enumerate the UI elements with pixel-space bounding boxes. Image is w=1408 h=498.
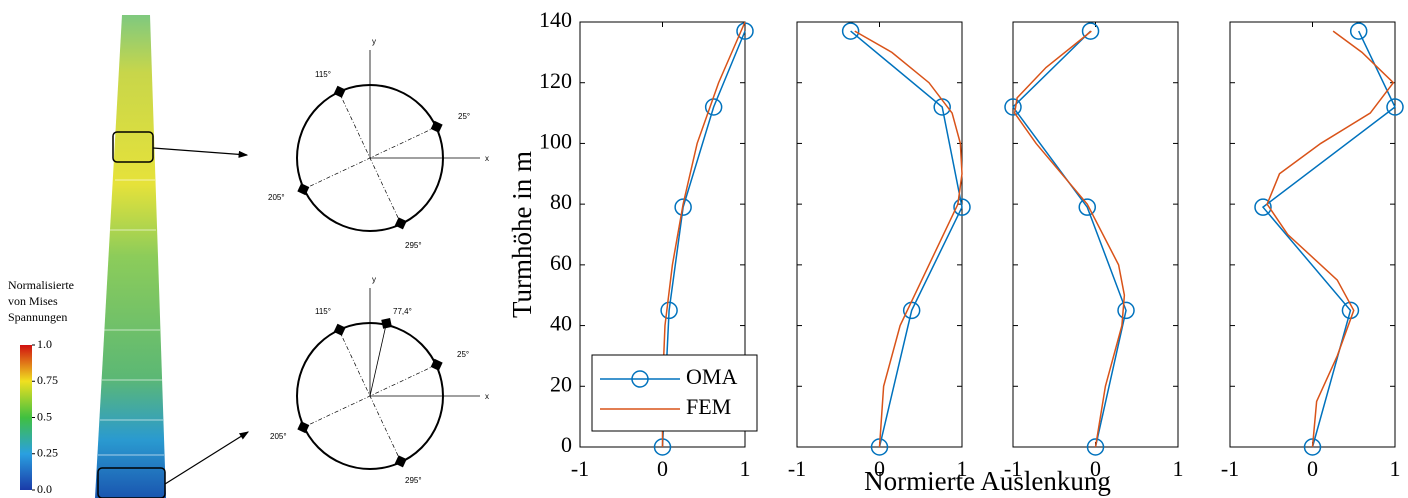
sensor xyxy=(431,359,443,371)
arrow xyxy=(153,148,247,155)
x-tick-label: -1 xyxy=(1004,456,1022,481)
colorbar-title: von Mises xyxy=(8,294,58,308)
sensor xyxy=(395,217,407,229)
x-tick-label: 1 xyxy=(1390,456,1401,481)
colorbar-tick-label: 0.25 xyxy=(37,446,58,460)
angle-label: 115° xyxy=(315,70,331,79)
x-tick-label: 0 xyxy=(657,456,668,481)
angle-label: 115° xyxy=(315,307,331,316)
colorbar-scale xyxy=(20,345,32,490)
sensor xyxy=(334,86,346,98)
angle-label: 205° xyxy=(268,193,285,202)
section-diagram: y x 115° 77,4° 25° 205° 295° xyxy=(270,275,489,485)
sensor xyxy=(381,318,392,329)
colorbar: Normalisierte von Mises Spannungen 1.0 0.75 0… xyxy=(8,278,74,496)
y-tick-label: 40 xyxy=(550,311,572,336)
sensor xyxy=(297,421,309,433)
colorbar-tick-label: 1.0 xyxy=(37,337,52,351)
y-tick-label: 0 xyxy=(561,432,572,457)
plot-frame xyxy=(797,22,962,447)
y-tick-label: 80 xyxy=(550,189,572,214)
chart-panel: -1 0 1 xyxy=(1221,22,1403,481)
axis-label: y xyxy=(372,275,376,284)
axis xyxy=(370,325,386,396)
angle-label: 25° xyxy=(457,350,469,359)
colorbar-title: Spannungen xyxy=(8,310,67,324)
chart-panel: -1 0 1 xyxy=(1004,22,1184,481)
legend-label: OMA xyxy=(686,364,737,389)
y-tick-label: 140 xyxy=(539,7,572,32)
angle-label: 295° xyxy=(405,241,422,250)
x-tick-label: -1 xyxy=(571,456,589,481)
axis-label: x xyxy=(485,392,489,401)
sensor xyxy=(334,324,346,336)
colorbar-title: Normalisierte xyxy=(8,278,74,292)
x-tick-label: 1 xyxy=(1173,456,1184,481)
legend-label: FEM xyxy=(686,394,731,419)
series-line xyxy=(1263,31,1395,447)
angle-label: 295° xyxy=(405,476,422,485)
tower xyxy=(95,15,166,498)
x-axis-label: Normierte Auslenkung xyxy=(864,466,1111,496)
series-line xyxy=(1015,31,1125,447)
section-diagram: y x 115° 25° 205° 295° xyxy=(268,37,489,250)
series-line xyxy=(1013,31,1126,447)
axis-label: y xyxy=(372,37,376,46)
legend: OMA FEM xyxy=(592,355,757,431)
arrow xyxy=(165,432,248,484)
sensor xyxy=(431,121,443,133)
y-axis-label: Turmhöhe in m xyxy=(507,151,537,318)
figure: Normalisierte von Mises Spannungen 1.0 0.75 0… xyxy=(0,0,1408,498)
angle-label: 25° xyxy=(458,112,470,121)
series-line xyxy=(851,31,962,447)
axis-label: x xyxy=(485,154,489,163)
colorbar-tick-label: 0.0 xyxy=(37,482,52,496)
x-tick-label: 1 xyxy=(740,456,751,481)
x-tick-label: 0 xyxy=(1307,456,1318,481)
y-tick-label: 100 xyxy=(539,128,572,153)
y-tick-label: 120 xyxy=(539,68,572,93)
colorbar-tick-label: 0.5 xyxy=(37,409,52,423)
x-tick-label: -1 xyxy=(1221,456,1239,481)
x-tick-label: 0 xyxy=(1090,456,1101,481)
sensor xyxy=(297,183,309,195)
x-tick-label: -1 xyxy=(788,456,806,481)
plot-frame xyxy=(1013,22,1178,447)
plot-frame xyxy=(1230,22,1395,447)
colorbar-tick-label: 0.75 xyxy=(37,373,58,387)
y-tick-label: 60 xyxy=(550,250,572,275)
angle-label: 77,4° xyxy=(393,307,412,316)
y-tick-label: 20 xyxy=(550,371,572,396)
sensor xyxy=(395,455,407,467)
angle-label: 205° xyxy=(270,432,287,441)
